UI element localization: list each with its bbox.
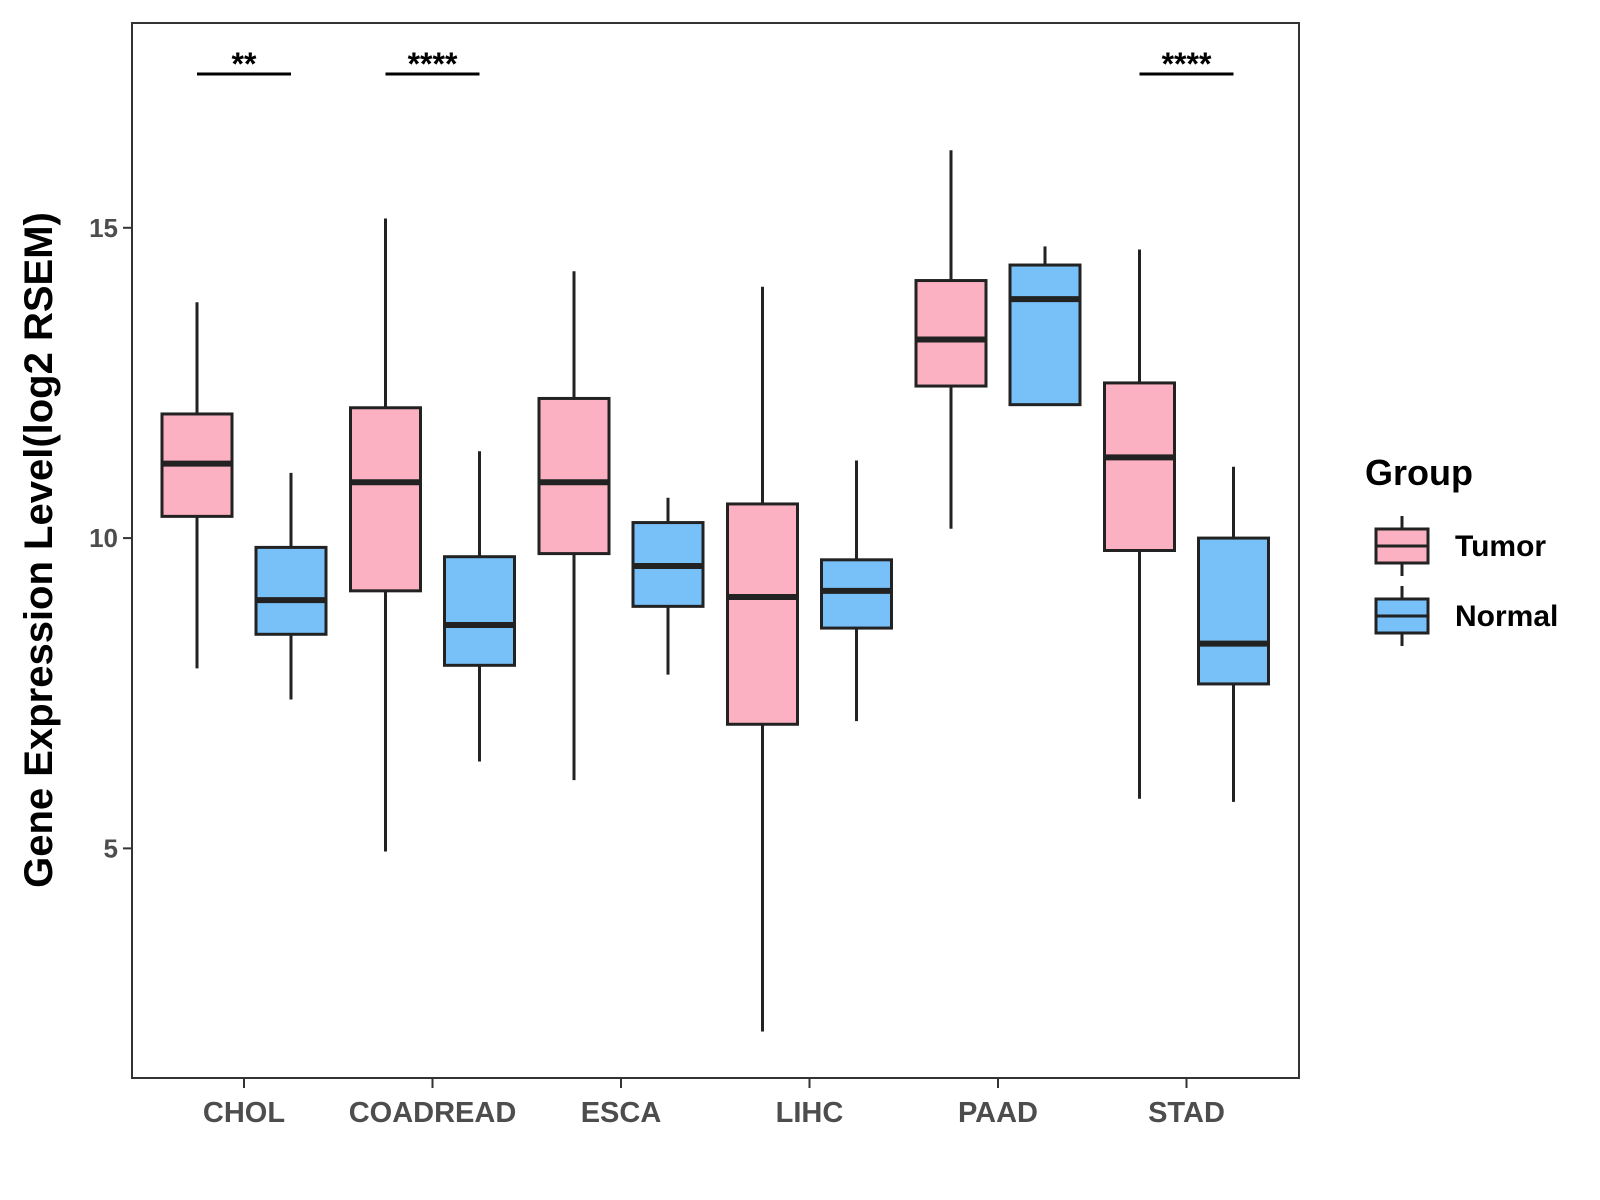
box-body [349, 406, 422, 593]
box-tumor-paad [914, 150, 988, 529]
legend-label: Tumor [1455, 530, 1546, 563]
box-body [537, 396, 611, 556]
box-body [914, 279, 988, 388]
legend: Group Tumor Normal [1365, 452, 1558, 646]
x-tick-label: STAD [1148, 1097, 1225, 1129]
significance-label: **** [1162, 46, 1212, 82]
box-body [726, 502, 799, 726]
box-body [820, 558, 893, 630]
legend-title: Group [1365, 452, 1473, 493]
box-normal-esca [631, 497, 705, 675]
legend-entry-normal: Normal [1374, 586, 1558, 646]
y-axis: 5 10 15 [89, 213, 132, 863]
x-tick-label: CHOL [203, 1097, 285, 1129]
significance-label: ** [232, 46, 257, 82]
box-tumor-esca [537, 271, 611, 781]
y-axis-title: Gene Expression Level(log2 RSEM) [17, 212, 61, 888]
x-axis: CHOL COADREAD ESCA LIHC PAAD STAD [203, 1078, 1225, 1129]
box-body [1197, 536, 1270, 686]
box-normal-lihc [820, 460, 893, 722]
x-tick-label: ESCA [581, 1097, 662, 1129]
y-tick-label: 15 [89, 213, 118, 243]
box-normal-paad [1008, 246, 1082, 407]
box-tumor-lihc [726, 286, 799, 1032]
box-normal-stad [1197, 466, 1270, 802]
box-body [1008, 263, 1082, 407]
box-body [254, 545, 328, 636]
y-tick-label: 10 [89, 523, 118, 553]
box-body [443, 555, 516, 667]
x-tick-label: COADREAD [349, 1097, 517, 1129]
box-tumor-coadread [349, 218, 422, 852]
x-tick-label: PAAD [958, 1097, 1038, 1129]
box-normal-chol [254, 472, 328, 700]
box-normal-coadread [443, 451, 516, 762]
box-layer [160, 150, 1270, 1032]
legend-label: Normal [1455, 600, 1558, 633]
box-body [1103, 381, 1176, 552]
legend-entry-tumor: Tumor [1374, 516, 1546, 576]
y-tick-label: 5 [104, 833, 118, 863]
box-tumor-chol [160, 302, 234, 669]
significance-layer: ** **** **** [197, 46, 1234, 82]
box-tumor-stad [1103, 249, 1176, 799]
x-tick-label: LIHC [776, 1097, 844, 1129]
significance-label: **** [408, 46, 458, 82]
